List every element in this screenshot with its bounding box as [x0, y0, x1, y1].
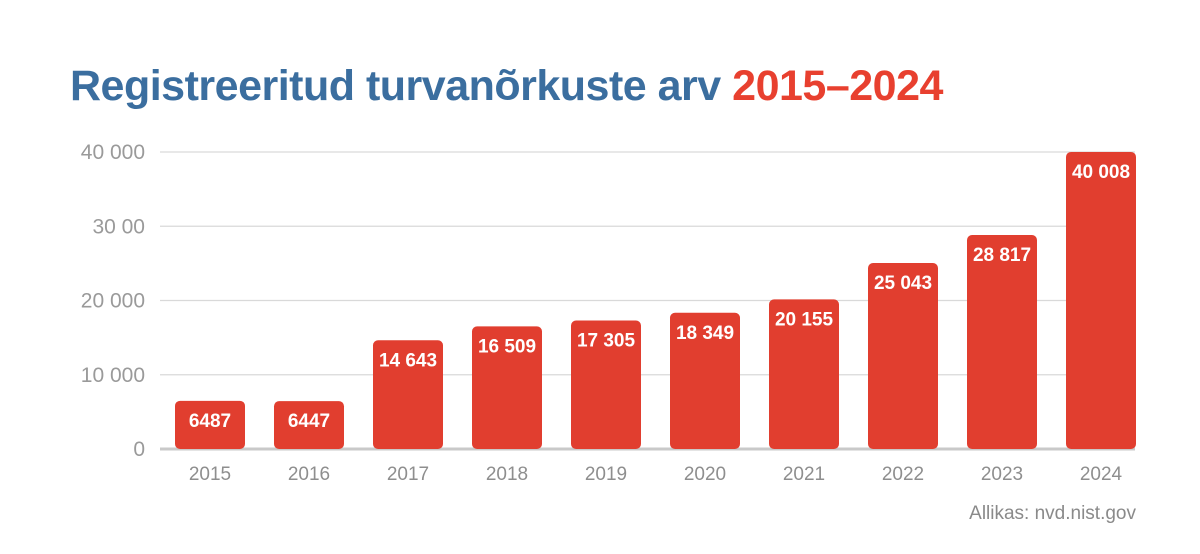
bar-value-label: 6487 [189, 411, 231, 432]
bar-value-label: 18 349 [676, 323, 734, 344]
bar-value-label: 40 008 [1072, 162, 1130, 183]
x-category-label: 2018 [486, 464, 528, 485]
bar [472, 326, 542, 449]
x-category-label: 2019 [585, 464, 627, 485]
y-tick-label: 0 [133, 438, 145, 461]
bar [175, 400, 245, 449]
x-category-label: 2021 [783, 464, 825, 485]
bar-value-label: 17 305 [577, 331, 636, 352]
x-category-label: 2020 [684, 464, 726, 485]
x-category-label: 2016 [288, 464, 330, 485]
bar-value-label: 6447 [288, 411, 330, 432]
bar [967, 235, 1037, 449]
source-note: Allikas: nvd.nist.gov [969, 503, 1136, 524]
chart-title-main: Registreeritud turvanõrkuste arv [70, 62, 721, 110]
bars: 6487 6447 14 643 16 509 17 305 18 349 20 155 25… [175, 151, 1136, 449]
x-category-label: 2015 [189, 464, 231, 485]
bar [373, 340, 443, 449]
y-tick-label: 20 000 [81, 290, 145, 313]
bar-value-label: 25 043 [874, 273, 932, 294]
x-axis-category-labels: 2015 2016 2017 2018 2019 2020 2021 2022 2023 2024 [189, 464, 1123, 485]
x-category-label: 2022 [882, 464, 924, 485]
y-axis-tick-labels: 0 10 000 20 000 30 00 40 000 [81, 141, 145, 461]
chart-title-range: 2015–2024 [732, 62, 943, 110]
bar [571, 320, 641, 449]
x-category-label: 2017 [387, 464, 429, 485]
x-category-label: 2024 [1080, 464, 1123, 485]
bar [868, 263, 938, 449]
y-tick-label: 30 00 [92, 215, 145, 238]
bar-value-label: 28 817 [973, 245, 1031, 266]
bar [1066, 151, 1136, 449]
x-category-label: 2023 [981, 464, 1023, 485]
y-tick-label: 10 000 [81, 364, 145, 387]
y-tick-label: 40 000 [81, 141, 145, 164]
bar-value-label: 14 643 [379, 350, 437, 371]
bar [769, 299, 839, 449]
bar [670, 312, 740, 449]
bar-value-label: 16 509 [478, 336, 536, 357]
chart-title: Registreeritud turvanõrkuste arv 2015–20… [70, 62, 943, 111]
bar-value-label: 20 155 [775, 309, 834, 330]
bar [274, 401, 344, 449]
